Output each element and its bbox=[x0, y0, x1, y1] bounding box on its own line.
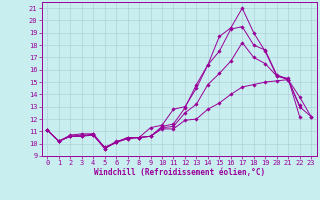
X-axis label: Windchill (Refroidissement éolien,°C): Windchill (Refroidissement éolien,°C) bbox=[94, 168, 265, 177]
